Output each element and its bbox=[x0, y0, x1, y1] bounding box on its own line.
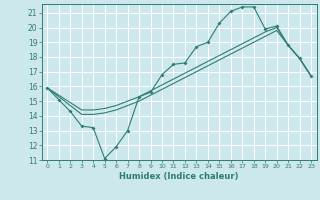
X-axis label: Humidex (Indice chaleur): Humidex (Indice chaleur) bbox=[119, 172, 239, 181]
